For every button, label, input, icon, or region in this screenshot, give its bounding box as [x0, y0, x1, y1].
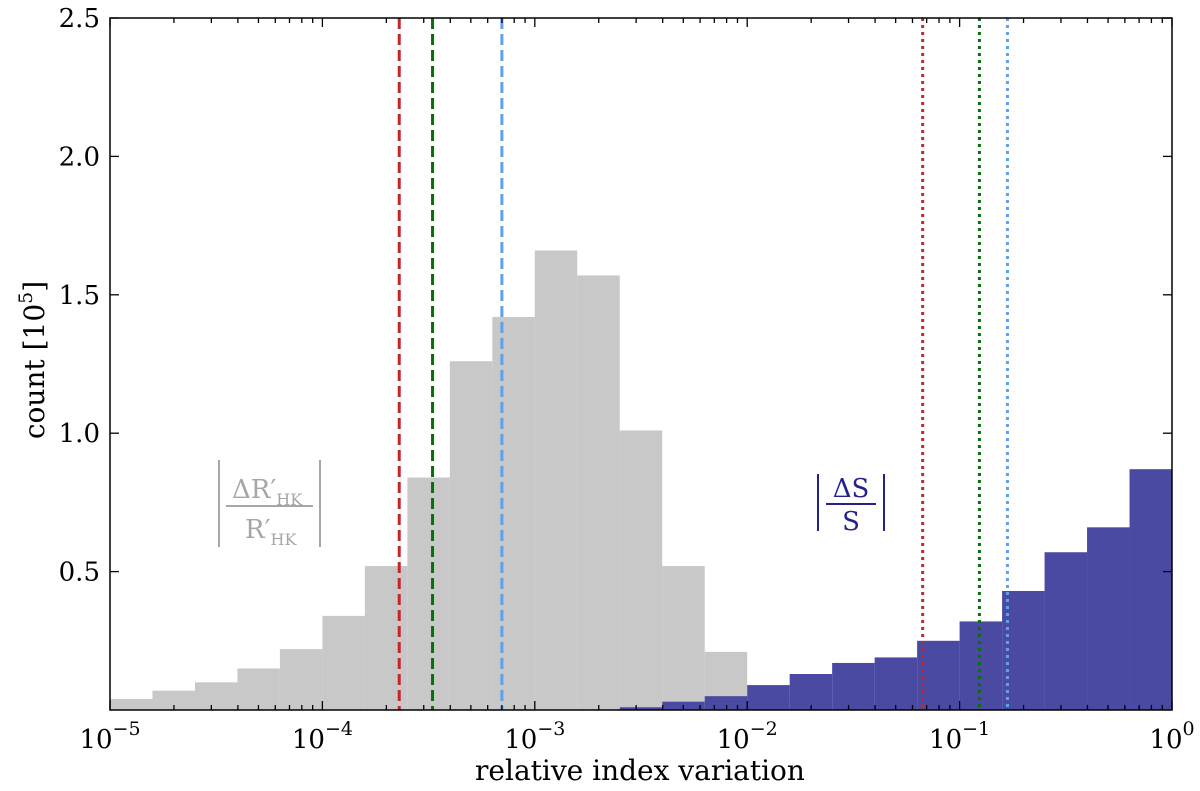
rhk-histogram-bar — [279, 649, 323, 710]
svg-text:ΔS: ΔS — [833, 474, 870, 504]
s-index-histogram-bar — [917, 640, 960, 710]
x-axis-label: relative index variation — [475, 754, 805, 787]
reference-lines — [397, 18, 1009, 710]
svg-text:R′HK: R′HK — [245, 515, 297, 549]
y-tick-label: 2.0 — [59, 142, 100, 172]
y-tick-label: 0.5 — [59, 558, 100, 588]
s-index-histogram-bar — [832, 662, 875, 710]
svg-text:ΔR′HK: ΔR′HK — [232, 475, 303, 509]
s-index-histogram-bar — [789, 674, 833, 710]
s-index-histogram-bar — [1002, 590, 1045, 710]
y-tick-label: 1.0 — [59, 419, 100, 449]
s-index-series-label: ΔS S — [817, 474, 885, 537]
s-index-histogram-bar — [1129, 469, 1172, 710]
x-tick-label: 100 — [1149, 718, 1194, 755]
s-index-histogram-bar — [1044, 552, 1088, 710]
svg-text:S: S — [842, 507, 860, 537]
x-tick-label: 10−1 — [929, 718, 990, 755]
s-index-histogram-bar — [874, 657, 918, 710]
rhk-histogram-bar — [492, 316, 535, 710]
y-tick-label: 1.5 — [59, 281, 100, 311]
rhk-histogram-bar — [322, 615, 365, 710]
x-tick-label: 10−5 — [79, 718, 140, 755]
s-index-histogram-bar — [619, 707, 663, 710]
y-tick-labels: 0.5 1.0 1.5 2.0 2.5 — [59, 4, 100, 588]
plot-frame — [109, 17, 1173, 711]
rhk-histogram-bar — [364, 566, 408, 710]
x-tick-label: 10−3 — [504, 718, 565, 755]
s-index-histogram-bar — [704, 696, 748, 710]
x-tick-label: 10−4 — [292, 718, 353, 755]
rhk-histogram-bar — [534, 250, 578, 710]
rhk-histogram-bar — [662, 566, 705, 710]
rhk-histogram-bar — [152, 690, 195, 710]
x-tick-labels: 10−5 10−4 10−3 10−2 10−1 100 — [79, 718, 1194, 755]
rhk-histogram-bar — [194, 682, 238, 710]
rhk-histogram-bar — [619, 430, 663, 710]
rhk-histogram-bar — [407, 477, 450, 710]
rhk-series-label: ΔR′HK R′HK — [218, 460, 321, 549]
rhk-histogram-bars — [110, 250, 790, 710]
rhk-histogram-bar — [110, 698, 153, 710]
s-index-histogram-bar — [1087, 527, 1130, 710]
x-tick-label: 10−2 — [717, 718, 778, 755]
s-index-histogram-bars — [619, 469, 1172, 710]
y-axis-label: count [105] — [15, 281, 51, 439]
rhk-histogram-bar — [237, 668, 280, 710]
rhk-histogram-bar — [449, 361, 493, 710]
axis-ticks — [109, 17, 1173, 710]
y-tick-label: 2.5 — [59, 4, 100, 34]
rhk-histogram-bar — [577, 275, 620, 710]
s-index-histogram-bar — [747, 685, 790, 710]
